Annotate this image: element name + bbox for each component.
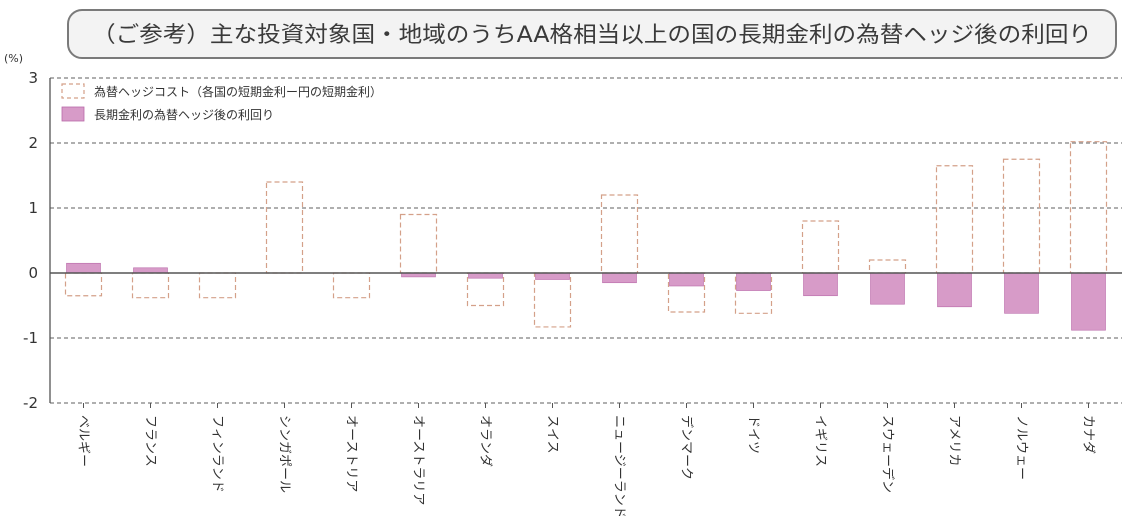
- y-tick-label: -1: [23, 329, 38, 347]
- category-label: スイス: [545, 415, 560, 454]
- category-label: ドイツ: [746, 415, 761, 454]
- y-tick-label: 0: [28, 264, 38, 282]
- hedged-yield-bar: [669, 272, 704, 287]
- hedge-cost-bar: [600, 194, 639, 274]
- category-label: オーストラリア: [411, 415, 426, 505]
- hedged-yield-bar: [870, 272, 905, 305]
- hedge-cost-bar: [801, 220, 840, 274]
- grid-layer: [50, 77, 1122, 404]
- y-tick-label: 3: [28, 69, 38, 87]
- y-tick-labels: 3 2 1 0 -1 -2: [23, 69, 38, 412]
- hedge-cost-bar: [198, 272, 237, 299]
- hedge-cost-bar: [1069, 141, 1108, 274]
- hedged-yield-bar: [803, 272, 838, 297]
- hedged-yield-bar: [1004, 272, 1039, 314]
- legend: 為替ヘッジコスト（各国の短期金利ー円の短期金利） 長期金利の為替ヘッジ後の利回り: [61, 83, 382, 122]
- hedge-cost-bar: [64, 272, 103, 297]
- legend-swatch-hedged-yield: [61, 106, 85, 122]
- category-label: フランス: [143, 415, 158, 467]
- category-label: シンガポール: [277, 415, 292, 493]
- hedge-cost-bar: [533, 272, 572, 328]
- y-tick-label: -2: [23, 394, 38, 412]
- hedge-cost-bar: [935, 165, 974, 274]
- category-label: フィンランド: [210, 415, 225, 493]
- category-label: イギリス: [813, 415, 828, 467]
- category-label: カナダ: [1081, 415, 1096, 454]
- category-label: アメリカ: [947, 415, 962, 466]
- category-labels: ベルギー フランス フィンランド シンガポール オーストリア オーストラリア オランダ スイス…: [76, 415, 1096, 516]
- hedged-yield-bar: [468, 272, 503, 279]
- category-label: オランダ: [478, 415, 493, 467]
- hedged-yield-bar: [602, 272, 637, 284]
- legend-label-hedge-cost: 為替ヘッジコスト（各国の短期金利ー円の短期金利）: [94, 84, 382, 99]
- legend-swatch-hedge-cost: [61, 83, 85, 99]
- hedge-cost-bar: [868, 259, 907, 274]
- category-label: スウェーデン: [880, 415, 896, 493]
- bar-layer: [64, 141, 1108, 331]
- chart-title: （ご参考）主な投資対象国・地域のうちAA格相当以上の国の長期金利の為替ヘッジ後の…: [92, 23, 1092, 48]
- hedge-cost-bar: [131, 272, 170, 299]
- y-unit-label: (%): [4, 52, 23, 65]
- hedge-cost-bar: [1002, 158, 1041, 274]
- y-tick-label: 1: [28, 199, 38, 217]
- category-label: ベルギー: [76, 415, 91, 467]
- hedged-yield-bar: [133, 267, 168, 274]
- title-banner: （ご参考）主な投資対象国・地域のうちAA格相当以上の国の長期金利の為替ヘッジ後の…: [67, 9, 1117, 59]
- hedged-yield-bar: [736, 272, 771, 291]
- hedged-yield-bar: [937, 272, 972, 308]
- category-label: オーストリア: [344, 415, 359, 492]
- category-label: ニュージーランド: [612, 415, 627, 516]
- hedge-cost-bar: [399, 213, 438, 274]
- hedged-yield-bar: [535, 272, 570, 280]
- hedge-cost-bar: [332, 272, 371, 299]
- legend-label-hedged-yield: 長期金利の為替ヘッジ後の利回り: [94, 107, 274, 122]
- hedged-yield-bar: [1071, 272, 1106, 331]
- axis-layer: [49, 78, 1122, 408]
- y-tick-label: 2: [28, 134, 38, 152]
- category-label: ノルウェー: [1014, 415, 1029, 480]
- category-label: デンマーク: [679, 415, 695, 480]
- hedged-yield-bar: [66, 262, 101, 274]
- hedge-cost-bar: [265, 181, 304, 274]
- title-box: [67, 9, 1117, 59]
